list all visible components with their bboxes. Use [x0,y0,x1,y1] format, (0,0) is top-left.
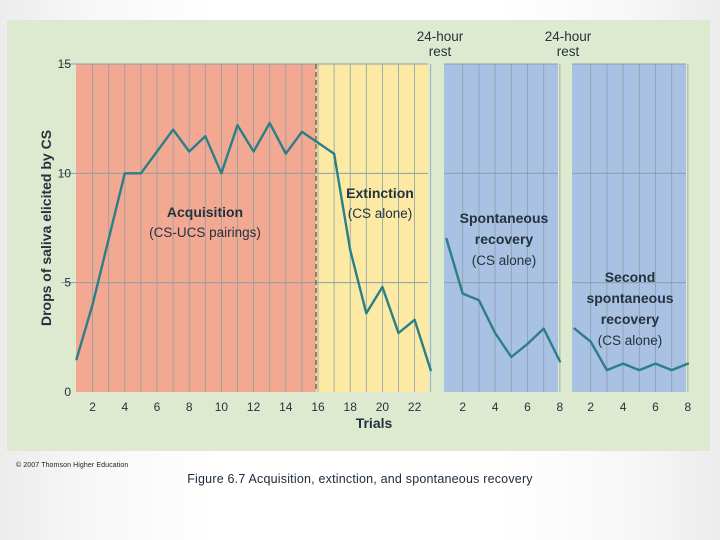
x-tick-label-main: 8 [186,400,193,414]
second-label-line: spontaneous [586,290,673,306]
panel-bg-acquisition [76,64,316,392]
y-tick-label: 0 [64,385,71,399]
x-tick-label-spontaneous: 6 [524,400,531,414]
x-tick-label-second: 2 [587,400,594,414]
acquisition-label: Acquisition [167,204,243,220]
spontaneous-label-line: recovery [475,231,534,247]
x-tick-label-main: 6 [154,400,161,414]
rest-label-second: rest [557,44,580,59]
second-sublabel: (CS alone) [598,333,663,348]
copyright-notice: © 2007 Thomson Higher Education [16,462,129,469]
y-tick-label: 15 [58,57,72,71]
rest-label-spontaneous: rest [429,44,452,59]
x-tick-label-main: 12 [247,400,261,414]
x-tick-label-spontaneous: 2 [459,400,466,414]
x-tick-label-main: 10 [215,400,229,414]
x-axis-title: Trials [356,415,393,431]
x-tick-label-second: 4 [620,400,627,414]
x-tick-label-main: 18 [344,400,358,414]
x-tick-label-main: 16 [311,400,325,414]
x-tick-label-main: 20 [376,400,390,414]
series-line-acquisition [75,121,320,361]
second-label-line: recovery [601,311,660,327]
y-tick-label: 10 [58,166,72,180]
x-tick-label-spontaneous: 8 [557,400,564,414]
series-line-second [573,327,690,372]
acquisition-sublabel: (CS-UCS pairings) [149,225,261,240]
second-label-line: Second [605,269,656,285]
y-axis-title: Drops of saliva elicited by CS [38,130,54,326]
rest-label-second: 24-hour [545,29,592,44]
panel-bg-extinction [316,64,428,392]
figure-caption: Figure 6.7 Acquisition, extinction, and … [187,472,533,486]
spontaneous-sublabel: (CS alone) [472,253,537,268]
x-tick-label-main: 14 [279,400,293,414]
series-line-spontaneous [445,237,562,363]
x-tick-label-main: 22 [408,400,422,414]
y-tick-label: 5 [64,276,71,290]
x-tick-label-main: 4 [121,400,128,414]
x-tick-label-second: 6 [652,400,659,414]
rest-label-spontaneous: 24-hour [417,29,464,44]
x-tick-label-spontaneous: 4 [492,400,499,414]
extinction-label: Extinction [346,185,414,201]
x-tick-label-main: 2 [89,400,96,414]
series-line-extinction [316,141,432,372]
x-tick-label-second: 8 [685,400,692,414]
figure-panel: 0 5 10 15 2 4 6 8 10 12 14 16 18 20 22 2 4 6 8 2 4 6 8 Drops of… [7,20,710,469]
extinction-sublabel: (CS alone) [348,206,413,221]
spontaneous-label-line: Spontaneous [460,210,549,226]
